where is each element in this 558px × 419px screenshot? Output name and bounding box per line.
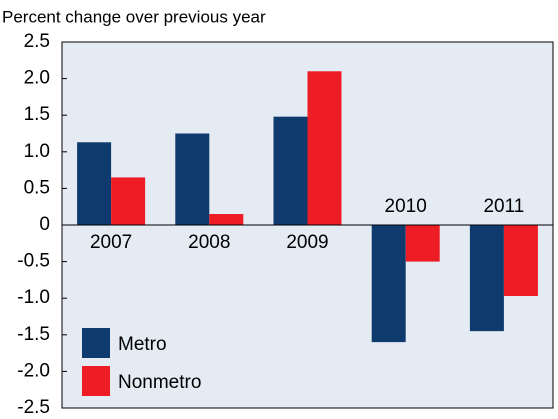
bar	[209, 214, 244, 225]
x-tick-label: 2011	[483, 196, 524, 217]
bar	[307, 71, 342, 225]
y-tick-label: 0.5	[24, 177, 50, 198]
bar	[175, 133, 210, 225]
legend-swatch	[82, 328, 110, 358]
chart-title: Percent change over previous year	[2, 7, 266, 26]
bar	[405, 225, 440, 262]
bar	[111, 177, 146, 225]
y-tick-label: 1.5	[24, 104, 50, 125]
legend-swatch	[82, 366, 110, 396]
y-tick-label: -1.5	[17, 324, 50, 345]
legend-label: Nonmetro	[118, 372, 201, 393]
legend-label: Metro	[118, 334, 167, 355]
bar	[503, 225, 538, 297]
x-tick-label: 2007	[90, 232, 132, 253]
y-tick-label: 2.5	[24, 31, 50, 52]
y-tick-label: 1.0	[24, 141, 50, 162]
y-tick-label: -0.5	[17, 251, 50, 272]
y-tick-label: 0	[39, 214, 50, 235]
y-tick-label: 2.0	[24, 68, 50, 89]
y-tick-label: -2.0	[17, 360, 50, 381]
bar	[273, 116, 308, 225]
x-tick-label: 2008	[188, 232, 230, 253]
x-tick-label: 2010	[385, 196, 427, 217]
y-tick-label: -1.0	[17, 287, 50, 308]
bar	[469, 225, 504, 332]
bar	[77, 142, 112, 225]
y-tick-label: -2.5	[17, 397, 50, 418]
x-tick-label: 2009	[286, 232, 328, 253]
bar	[371, 225, 406, 343]
